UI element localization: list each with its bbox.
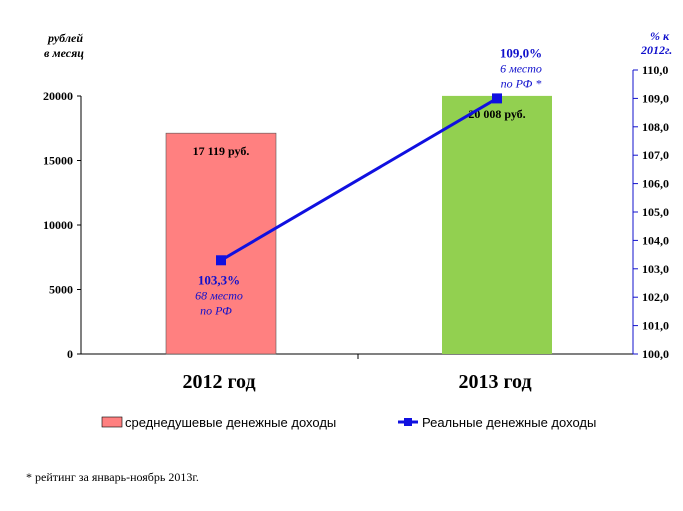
left-tick-label: 15000 <box>43 154 73 168</box>
line-marker <box>492 93 502 104</box>
right-tick-label: 109,0 <box>642 91 669 105</box>
line-rank-label: 68 место <box>195 288 243 302</box>
axes: 0 5000 10000 15000 20000 100,0 101,0 102,0 103,0… <box>43 63 669 361</box>
bar <box>165 132 277 355</box>
legend-label-line: Реальные денежные доходы <box>422 415 596 430</box>
right-tick-label: 107,0 <box>642 148 669 162</box>
legend: среднедушевые денежные доходы Реальные д… <box>101 415 596 430</box>
bar-value-label: 17 119 руб. <box>193 144 250 158</box>
bar-value-label: 20 008 руб. <box>468 107 525 121</box>
footnote: * рейтинг за январь-ноябрь 2013г. <box>26 470 199 484</box>
right-tick-label: 100,0 <box>642 347 669 361</box>
line-marker <box>216 255 226 266</box>
line-path <box>220 97 498 262</box>
left-tick-label: 20000 <box>43 89 73 103</box>
line-rank-label: 6 место <box>500 61 542 75</box>
category-label: 2013 год <box>458 371 531 393</box>
line-rank-label: по РФ * <box>501 76 542 90</box>
category-label: 2012 год <box>182 371 255 393</box>
right-tick-label: 102,0 <box>642 290 669 304</box>
right-tick-label: 110,0 <box>642 63 668 77</box>
left-axis-title-line-1: рублей <box>47 31 83 45</box>
bar <box>442 95 552 355</box>
right-tick-label: 105,0 <box>642 205 669 219</box>
left-tick-label: 0 <box>67 347 73 361</box>
right-axis-title-line-2: 2012г. <box>640 43 672 57</box>
right-tick-label: 108,0 <box>642 120 669 134</box>
line-value-label: 109,0% <box>500 45 542 60</box>
left-tick-label: 5000 <box>49 283 73 297</box>
right-tick-label: 106,0 <box>642 177 669 191</box>
left-axis-title-line-2: в месяц <box>44 46 84 60</box>
legend-label-bar: среднедушевые денежные доходы <box>125 415 336 430</box>
legend-swatch-bar <box>101 416 123 428</box>
right-tick-label: 104,0 <box>642 233 669 247</box>
bars: 17 119 руб. 20 008 руб. <box>165 95 552 355</box>
right-axis-title-line-1: % к <box>650 29 670 43</box>
line-value-label: 103,3% <box>198 272 240 287</box>
right-tick-label: 101,0 <box>642 319 669 333</box>
right-tick-label: 103,0 <box>642 262 669 276</box>
category-labels: 2012 год 2013 год <box>182 371 531 393</box>
line-rank-label: по РФ <box>200 303 232 317</box>
left-tick-label: 10000 <box>43 218 73 232</box>
legend-swatch-marker <box>404 418 412 426</box>
